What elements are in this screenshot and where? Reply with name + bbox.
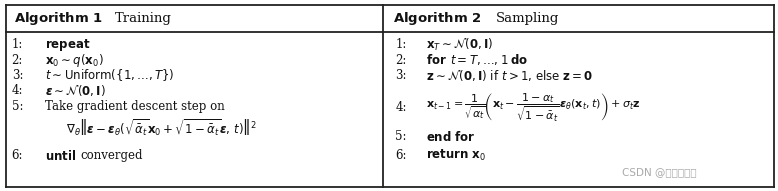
Text: $\mathbf{x}_{t-1} = \dfrac{1}{\sqrt{\alpha_t}}\!\left(\mathbf{x}_t - \dfrac{1-\a: $\mathbf{x}_{t-1} = \dfrac{1}{\sqrt{\alp… xyxy=(426,92,640,124)
Text: 4:: 4: xyxy=(395,101,407,114)
Text: $\mathbf{z} \sim \mathcal{N}(\mathbf{0}, \mathbf{I})$ if $t > 1$, else $\mathbf{: $\mathbf{z} \sim \mathcal{N}(\mathbf{0},… xyxy=(426,68,594,83)
Text: 6:: 6: xyxy=(395,149,407,162)
Text: $\mathbf{repeat}$: $\mathbf{repeat}$ xyxy=(45,37,90,53)
Text: 2:: 2: xyxy=(395,54,407,67)
Text: 5:: 5: xyxy=(12,100,23,113)
Text: $\mathbf{return}\ \mathbf{x}_0$: $\mathbf{return}\ \mathbf{x}_0$ xyxy=(426,148,486,163)
Text: $\boldsymbol{\epsilon} \sim \mathcal{N}(\mathbf{0}, \mathbf{I})$: $\boldsymbol{\epsilon} \sim \mathcal{N}(… xyxy=(45,83,106,98)
Text: Sampling: Sampling xyxy=(496,12,559,25)
Text: 5:: 5: xyxy=(395,130,407,143)
Text: 3:: 3: xyxy=(395,69,407,82)
Text: 1:: 1: xyxy=(12,38,23,51)
Text: $\mathbf{x}_T \sim \mathcal{N}(\mathbf{0}, \mathbf{I})$: $\mathbf{x}_T \sim \mathcal{N}(\mathbf{0… xyxy=(426,37,494,53)
Text: $\mathbf{x}_0 \sim q(\mathbf{x}_0)$: $\mathbf{x}_0 \sim q(\mathbf{x}_0)$ xyxy=(45,52,103,69)
Text: 2:: 2: xyxy=(12,54,23,67)
Text: $t \sim \mathrm{Uniform}(\{1,\ldots,T\})$: $t \sim \mathrm{Uniform}(\{1,\ldots,T\})… xyxy=(45,67,175,83)
Text: converged: converged xyxy=(80,149,142,162)
Text: Take gradient descent step on: Take gradient descent step on xyxy=(45,100,225,113)
Text: 6:: 6: xyxy=(12,149,23,162)
Text: 4:: 4: xyxy=(12,84,23,97)
Text: $\nabla_\theta \left\|\boldsymbol{\epsilon} - \boldsymbol{\epsilon}_\theta(\sqrt: $\nabla_\theta \left\|\boldsymbol{\epsil… xyxy=(66,118,258,138)
Text: $\mathbf{end\ for}$: $\mathbf{end\ for}$ xyxy=(426,129,476,144)
Text: $t = T,\ldots,1$: $t = T,\ldots,1$ xyxy=(450,53,508,67)
Text: $\mathbf{Algorithm\ 1}$: $\mathbf{Algorithm\ 1}$ xyxy=(14,10,103,27)
Text: $\mathbf{until}$: $\mathbf{until}$ xyxy=(45,149,76,163)
Text: $\mathbf{do}$: $\mathbf{do}$ xyxy=(510,53,527,67)
Text: Training: Training xyxy=(115,12,172,25)
Text: $\mathbf{Algorithm\ 2}$: $\mathbf{Algorithm\ 2}$ xyxy=(393,10,482,27)
Text: $\mathbf{for}$: $\mathbf{for}$ xyxy=(426,53,447,67)
Text: 3:: 3: xyxy=(12,69,23,82)
Text: 1:: 1: xyxy=(395,38,407,51)
Text: CSDN @珍妓的选择: CSDN @珍妓的选择 xyxy=(622,167,697,177)
